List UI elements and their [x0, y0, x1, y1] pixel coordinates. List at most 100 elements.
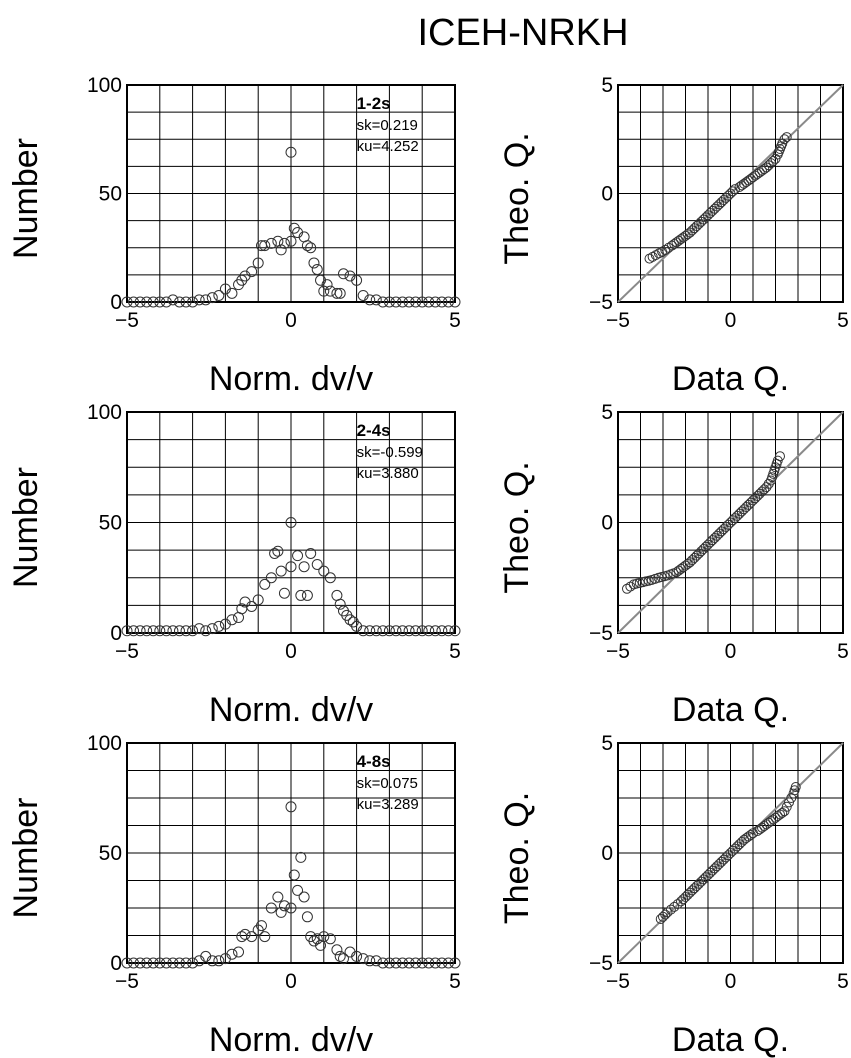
x-tick-label: −5 — [606, 970, 630, 993]
data-point — [200, 294, 212, 306]
data-point — [305, 547, 317, 559]
y-axis-title: Number — [7, 798, 45, 919]
data-point — [173, 296, 185, 308]
x-tick-label: 0 — [725, 640, 737, 663]
data-point — [285, 902, 297, 914]
data-point — [410, 957, 422, 969]
plot-frame — [617, 84, 844, 303]
x-tick-label: 5 — [837, 640, 849, 663]
x-tick-label: 0 — [285, 309, 297, 332]
data-point — [200, 625, 212, 637]
data-point — [259, 931, 271, 943]
data-point — [429, 625, 441, 637]
x-tick-label: −5 — [115, 970, 139, 993]
data-point — [147, 957, 159, 969]
data-point — [193, 294, 205, 306]
qq-panel-1: −5 0 5 −5 0 5 Data Q. Theo. Q. — [498, 74, 849, 398]
data-point — [226, 614, 238, 626]
data-point — [669, 901, 680, 912]
plot-frame — [126, 411, 456, 634]
grid — [127, 743, 455, 963]
y-axis-title: Number — [7, 467, 45, 588]
data-point — [141, 957, 153, 969]
data-point — [416, 296, 428, 308]
data-point — [275, 244, 287, 256]
data-point — [781, 132, 792, 143]
y-axis-title: Theo. Q. — [498, 792, 536, 924]
data-point — [449, 625, 461, 637]
data-point — [436, 957, 448, 969]
data-point — [647, 251, 658, 262]
data-point — [285, 517, 297, 528]
data-point — [246, 266, 258, 278]
data-point — [121, 625, 133, 637]
data-point — [278, 587, 290, 599]
data-point — [351, 274, 363, 286]
data-point — [311, 263, 323, 275]
data-point — [213, 289, 225, 301]
grid — [618, 412, 843, 633]
data-point — [288, 869, 300, 881]
y-tick-label: 50 — [99, 512, 122, 535]
data-point — [233, 946, 245, 958]
plot-frame — [126, 742, 456, 964]
y-tick-label: 5 — [601, 732, 613, 755]
data-point — [334, 287, 346, 299]
data-point — [160, 296, 172, 308]
data-point — [173, 957, 185, 969]
data-point — [390, 957, 402, 969]
kurtosis-label: ku=4.252 — [357, 138, 419, 155]
data-point — [334, 598, 346, 610]
data-point — [265, 572, 277, 584]
data-point — [278, 237, 290, 249]
data-point — [265, 237, 277, 249]
data-point — [298, 891, 310, 903]
data-point — [370, 625, 382, 637]
plot-frame — [617, 411, 844, 634]
y-tick-label: 0 — [110, 952, 122, 975]
data-point — [403, 957, 415, 969]
data-point — [154, 957, 166, 969]
x-tick-label: −5 — [606, 640, 630, 663]
x-axis-title: Data Q. — [672, 691, 789, 729]
data-point — [442, 957, 454, 969]
data-point — [193, 623, 205, 635]
data-point — [324, 933, 336, 945]
data-point — [141, 296, 153, 308]
data-point — [436, 296, 448, 308]
data-points — [622, 451, 785, 594]
data-point — [383, 625, 395, 637]
data-point — [436, 625, 448, 637]
data-point — [377, 625, 389, 637]
period-label: 1-2s — [357, 94, 391, 113]
data-point — [160, 625, 172, 637]
data-point — [779, 134, 790, 145]
y-axis-title: Theo. Q. — [498, 132, 536, 264]
data-point — [672, 899, 683, 910]
data-point — [423, 296, 435, 308]
data-point — [154, 625, 166, 637]
data-point — [134, 296, 146, 308]
data-point — [410, 296, 422, 308]
plot-frame — [126, 84, 456, 303]
data-point — [324, 285, 336, 297]
data-point — [397, 625, 409, 637]
data-point — [416, 625, 428, 637]
data-point — [167, 625, 179, 637]
y-tick-label: 0 — [110, 622, 122, 645]
grid — [127, 412, 455, 633]
data-point — [173, 625, 185, 637]
data-point — [775, 451, 785, 462]
y-tick-label: 0 — [601, 512, 613, 535]
x-axis-title: Norm. dv/v — [209, 1021, 373, 1058]
data-point — [269, 547, 281, 559]
data-point — [334, 950, 346, 962]
data-point — [308, 257, 320, 269]
data-point — [206, 292, 218, 304]
y-tick-label: 5 — [601, 401, 613, 424]
data-point — [292, 550, 304, 562]
data-point — [364, 625, 376, 637]
data-point — [331, 944, 343, 956]
qq-panel-5: −5 0 5 −5 0 5 Data Q. Theo. Q. — [498, 732, 849, 1058]
data-point — [370, 294, 382, 306]
